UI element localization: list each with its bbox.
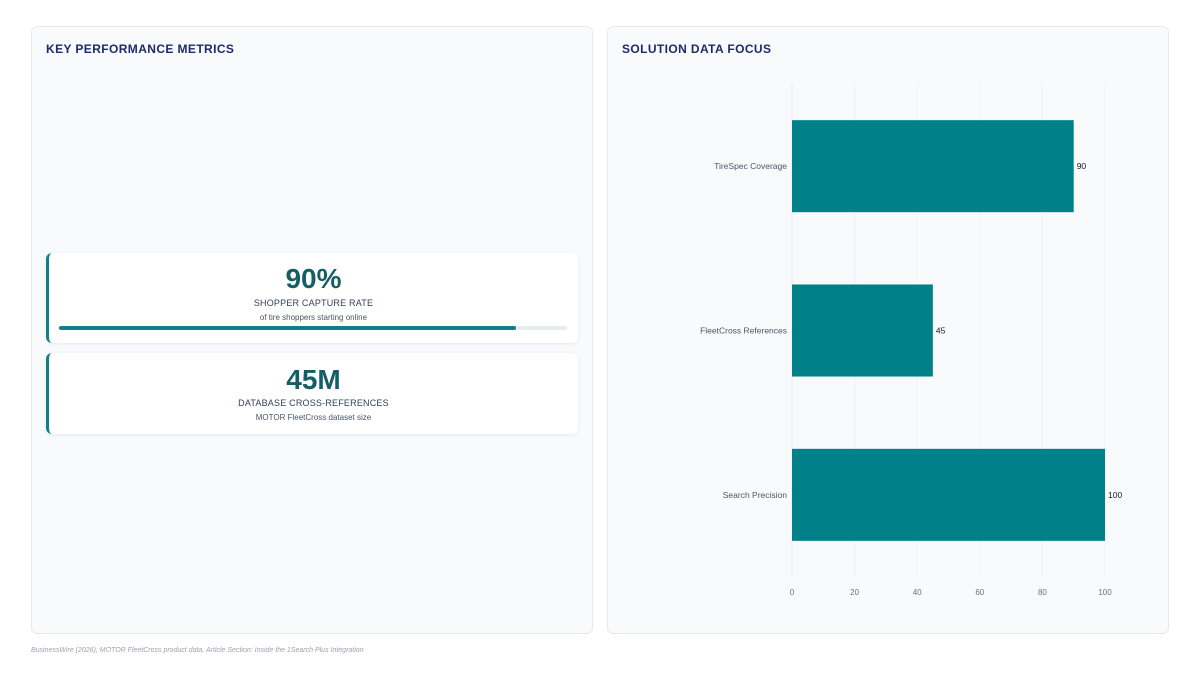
metric-subtitle: of tire shoppers starting online (259, 313, 368, 322)
progress-bar-fill (59, 326, 517, 330)
x-tick-label: 100 (1098, 588, 1112, 597)
x-tick-label: 60 (975, 588, 984, 597)
chart-panel: SOLUTION DATA FOCUS 0 20 40 60 80 100 TireSpec… (607, 26, 1169, 634)
bar (792, 284, 933, 377)
metric-label: SHOPPER CAPTURE RATE (253, 298, 374, 308)
shopper-capture-card: 90% SHOPPER CAPTURE RATE of tire shopper… (46, 253, 578, 343)
bar-chart: 0 20 40 60 80 100 TireSpec Coverage 90 FleetCros… (700, 84, 1122, 597)
category-label: FleetCross References (700, 326, 787, 336)
cross-references-card: 45M DATABASE CROSS-REFERENCES MOTOR Flee… (46, 353, 578, 434)
x-tick-label: 80 (1038, 588, 1047, 597)
data-label: 90 (1077, 161, 1087, 171)
data-label: 45 (936, 326, 946, 336)
metric-subtitle: MOTOR FleetCross dataset size (255, 413, 372, 422)
chart-panel-title: SOLUTION DATA FOCUS (622, 42, 772, 56)
metrics-panel: KEY PERFORMANCE METRICS 90% SHOPPER CAPT… (31, 26, 593, 634)
x-tick-label: 40 (913, 588, 922, 597)
x-tick-label: 0 (790, 588, 795, 597)
category-label: TireSpec Coverage (714, 161, 787, 171)
progress-bar (59, 326, 567, 330)
data-label: 100 (1108, 490, 1122, 500)
metric-value: 45M (286, 364, 341, 395)
metrics-panel-title: KEY PERFORMANCE METRICS (46, 42, 235, 56)
bar (792, 448, 1105, 541)
metric-value: 90% (285, 263, 342, 294)
bar (792, 120, 1074, 213)
source-note: BusinessWire (2026), MOTOR FleetCross pr… (31, 647, 364, 654)
category-label: Search Precision (723, 490, 788, 500)
x-tick-label: 20 (850, 588, 859, 597)
metric-label: DATABASE CROSS-REFERENCES (238, 398, 389, 408)
